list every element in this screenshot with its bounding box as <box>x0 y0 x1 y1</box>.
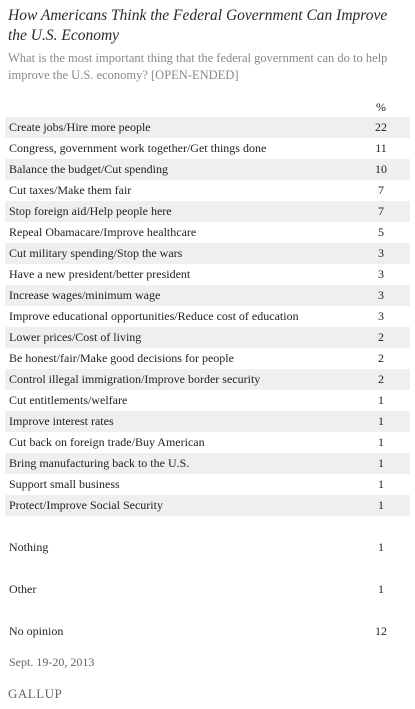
row-value: 1 <box>378 414 384 428</box>
row-label: Lower prices/Cost of living <box>9 330 142 344</box>
row-value: 2 <box>378 372 384 386</box>
table-row: Protect/Improve Social Security 1 <box>5 495 410 516</box>
row-value: 3 <box>378 309 384 323</box>
row-label: Stop foreign aid/Help people here <box>9 204 172 218</box>
row-value: 10 <box>375 162 387 176</box>
table-row: Support small business 1 <box>5 474 410 495</box>
row-label: Improve educational opportunities/Reduce… <box>9 309 299 323</box>
row-label: Cut military spending/Stop the wars <box>9 246 183 260</box>
table-row: Increase wages/minimum wage 3 <box>5 285 410 306</box>
table-row: Be honest/fair/Make good decisions for p… <box>5 348 410 369</box>
row-label: Repeal Obamacare/Improve healthcare <box>9 225 197 239</box>
table-row: Balance the budget/Cut spending 10 <box>5 159 410 180</box>
table-row: Control illegal immigration/Improve bord… <box>5 369 410 390</box>
row-value: 12 <box>375 624 387 638</box>
row-label: Cut back on foreign trade/Buy American <box>9 435 205 449</box>
row-label: Nothing <box>9 540 49 554</box>
table-row: Repeal Obamacare/Improve healthcare 5 <box>5 222 410 243</box>
row-label: Improve interest rates <box>9 414 114 428</box>
row-label: Be honest/fair/Make good decisions for p… <box>9 351 234 365</box>
table-row: Cut entitlements/welfare 1 <box>5 390 410 411</box>
percent-column-header: % <box>376 100 386 114</box>
row-label: Balance the budget/Cut spending <box>9 162 168 176</box>
table-row: Congress, government work together/Get t… <box>5 138 410 159</box>
table-row: Cut taxes/Make them fair 7 <box>5 180 410 201</box>
table-row: Have a new president/better president 3 <box>5 264 410 285</box>
chart-title: How Americans Think the Federal Governme… <box>8 7 388 44</box>
row-value: 3 <box>378 288 384 302</box>
survey-date: Sept. 19-20, 2013 <box>9 655 95 669</box>
table-row: Stop foreign aid/Help people here 7 <box>5 201 410 222</box>
row-value: 22 <box>375 120 387 134</box>
table-row: Cut back on foreign trade/Buy American 1 <box>5 432 410 453</box>
row-label: Create jobs/Hire more people <box>9 120 151 134</box>
results-table: Create jobs/Hire more people 22 Congress, … <box>5 117 410 642</box>
chart-subtitle: What is the most important thing that th… <box>8 51 388 82</box>
row-label: Other <box>9 582 37 596</box>
row-label: Cut entitlements/welfare <box>9 393 128 407</box>
row-label: Congress, government work together/Get t… <box>9 141 267 155</box>
row-label: Bring manufacturing back to the U.S. <box>9 456 190 470</box>
row-value: 1 <box>378 456 384 470</box>
row-value: 1 <box>378 393 384 407</box>
row-value: 2 <box>378 351 384 365</box>
table-row: Improve educational opportunities/Reduce… <box>5 306 410 327</box>
table-row: Lower prices/Cost of living 2 <box>5 327 410 348</box>
row-label: Control illegal immigration/Improve bord… <box>9 372 261 386</box>
row-value: 3 <box>378 246 384 260</box>
table-row: Cut military spending/Stop the wars 3 <box>5 243 410 264</box>
row-value: 2 <box>378 330 384 344</box>
row-label: Support small business <box>9 477 120 491</box>
table-row: Other 1 <box>5 579 410 600</box>
gallup-logo: GALLUP <box>8 686 63 701</box>
row-value: 1 <box>378 498 384 512</box>
row-label: Cut taxes/Make them fair <box>9 183 132 197</box>
table-row: Create jobs/Hire more people 22 <box>5 117 410 138</box>
row-value: 1 <box>378 582 384 596</box>
row-value: 5 <box>378 225 384 239</box>
row-value: 11 <box>375 141 387 155</box>
row-label: No opinion <box>9 624 64 638</box>
table-row: Bring manufacturing back to the U.S. 1 <box>5 453 410 474</box>
row-value: 1 <box>378 477 384 491</box>
table-row: Improve interest rates 1 <box>5 411 410 432</box>
row-label: Increase wages/minimum wage <box>9 288 161 302</box>
row-label: Protect/Improve Social Security <box>9 498 163 512</box>
row-label: Have a new president/better president <box>9 267 191 281</box>
row-value: 7 <box>378 183 384 197</box>
spacer-row <box>5 558 410 579</box>
row-value: 7 <box>378 204 384 218</box>
row-value: 3 <box>378 267 384 281</box>
table-row: Nothing 1 <box>5 537 410 558</box>
spacer-row <box>5 600 410 621</box>
table-row: No opinion 12 <box>5 621 410 642</box>
row-value: 1 <box>378 435 384 449</box>
spacer-row <box>5 516 410 537</box>
row-value: 1 <box>378 540 384 554</box>
